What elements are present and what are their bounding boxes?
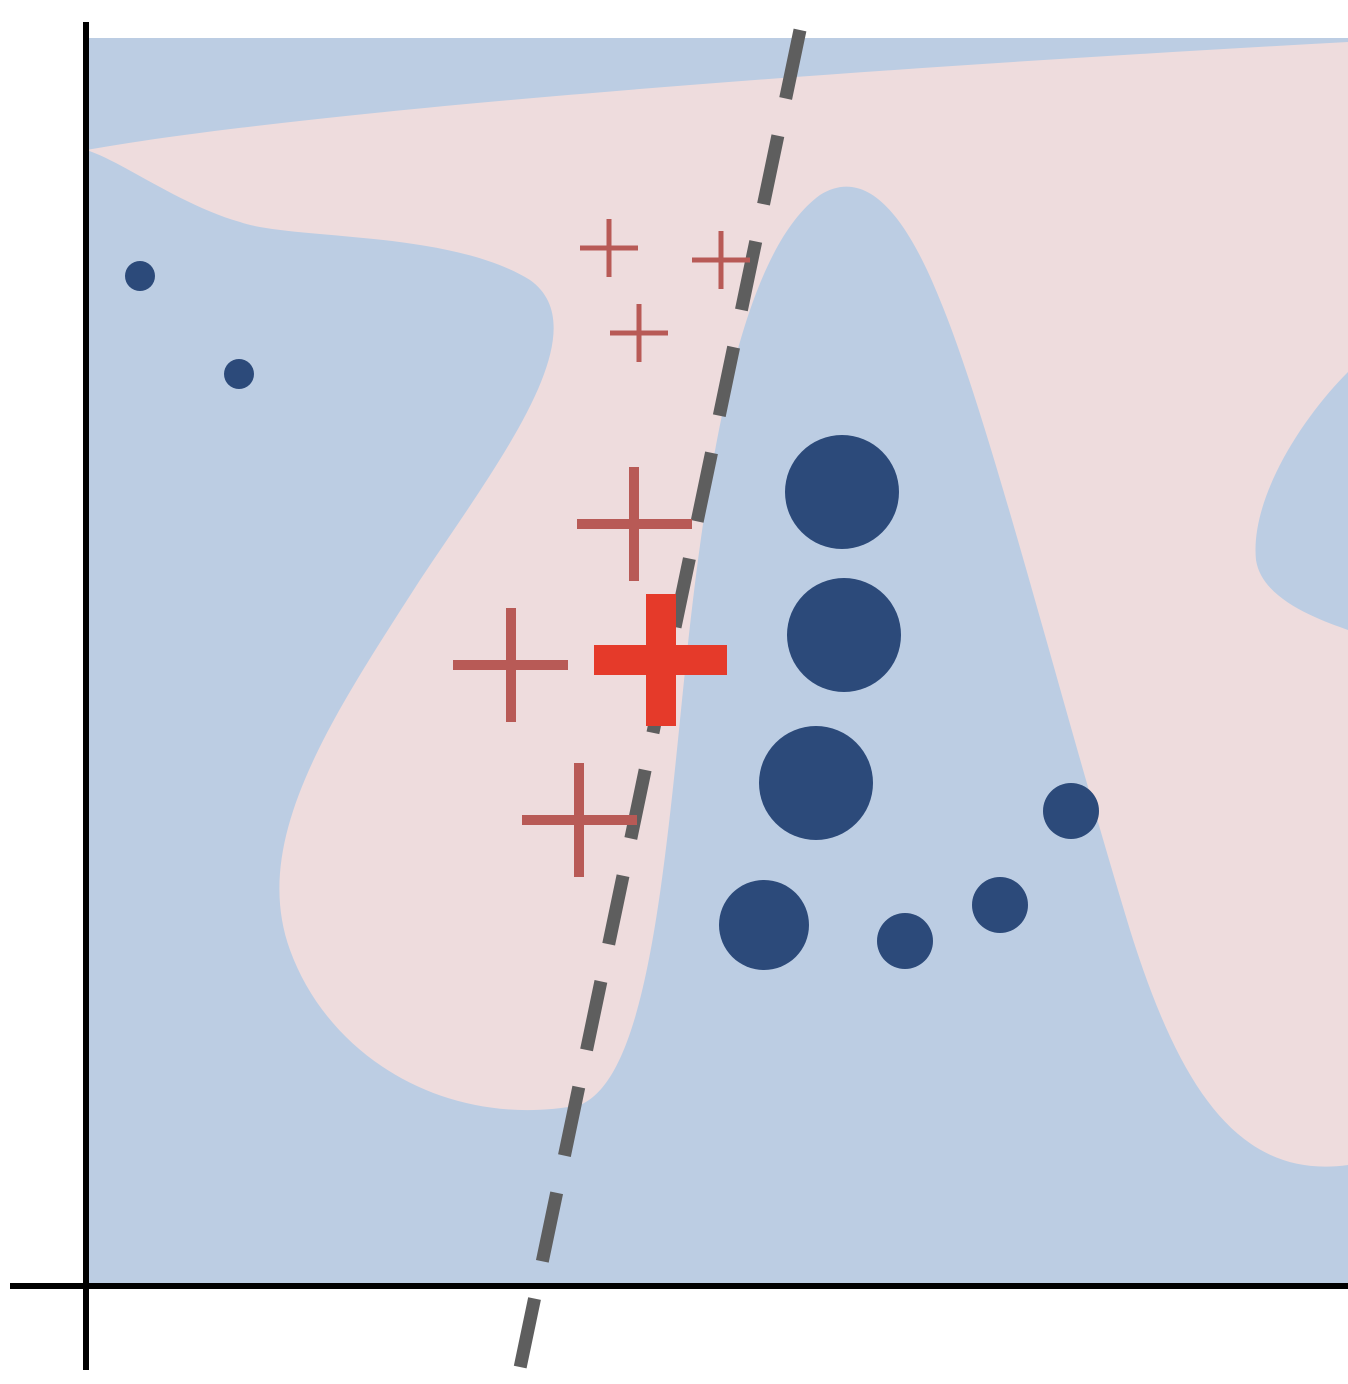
positive-point: [610, 304, 668, 362]
negative-point: [1043, 783, 1099, 839]
negative-points: [125, 261, 1099, 970]
query-point-plus: [594, 594, 727, 726]
negative-point: [785, 435, 899, 549]
positive-point: [453, 608, 568, 722]
positive-point: [580, 219, 638, 277]
positive-point: [577, 467, 692, 581]
negative-point: [787, 578, 901, 692]
negative-point: [224, 359, 254, 389]
negative-point: [877, 913, 933, 969]
positive-point: [522, 763, 637, 877]
positive-point: [692, 231, 750, 289]
negative-point: [125, 261, 155, 291]
negative-point: [972, 877, 1028, 933]
negative-point: [719, 880, 809, 970]
negative-point: [759, 726, 873, 840]
positive-region-main: [86, 42, 1348, 1167]
positive-points: [453, 219, 750, 877]
